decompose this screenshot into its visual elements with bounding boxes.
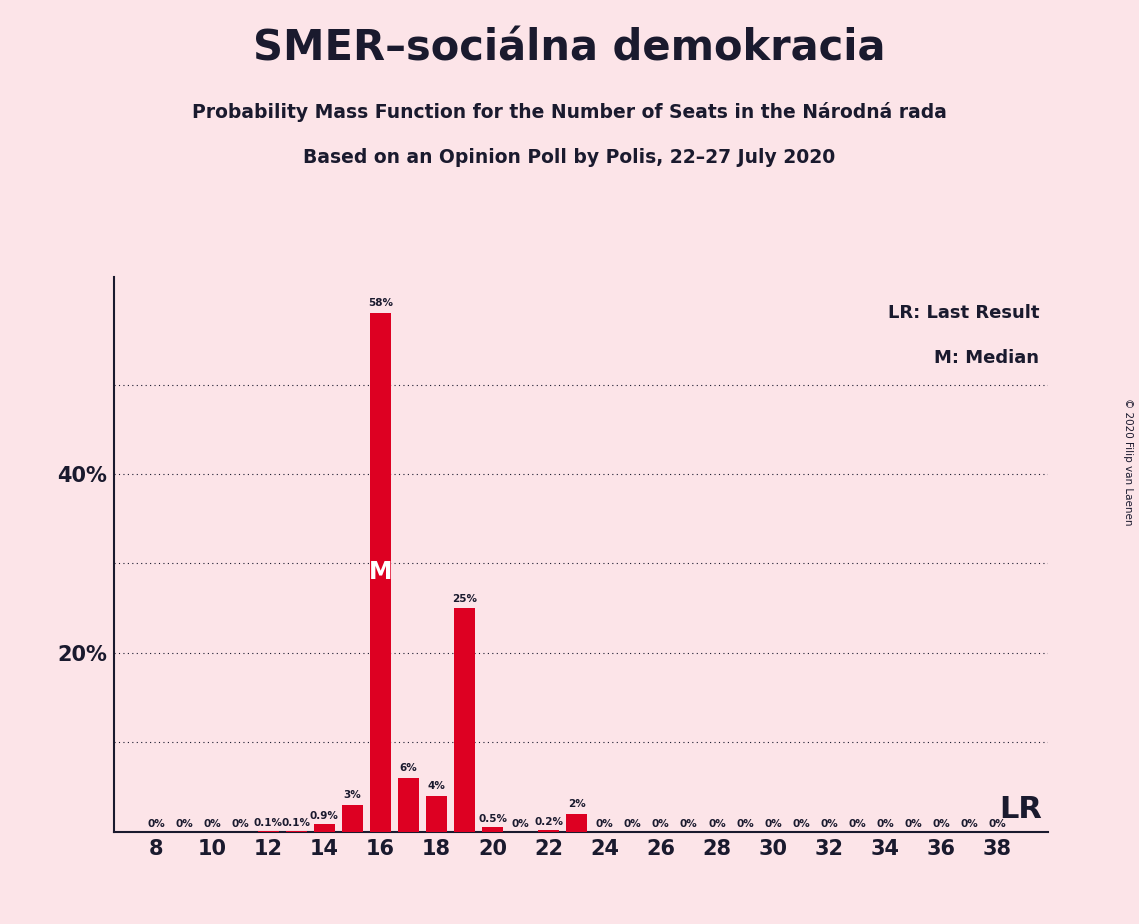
Text: 0.1%: 0.1% bbox=[281, 818, 311, 828]
Text: 0.1%: 0.1% bbox=[254, 818, 282, 828]
Text: 3%: 3% bbox=[344, 790, 361, 800]
Text: 0.2%: 0.2% bbox=[534, 817, 563, 827]
Text: 2%: 2% bbox=[568, 799, 585, 809]
Text: 0%: 0% bbox=[960, 819, 978, 829]
Text: Based on an Opinion Poll by Polis, 22–27 July 2020: Based on an Opinion Poll by Polis, 22–27… bbox=[303, 148, 836, 167]
Text: 0%: 0% bbox=[596, 819, 614, 829]
Bar bbox=[313, 823, 335, 832]
Bar bbox=[538, 830, 559, 832]
Text: 0%: 0% bbox=[904, 819, 923, 829]
Text: 0%: 0% bbox=[764, 819, 781, 829]
Text: 0%: 0% bbox=[175, 819, 192, 829]
Text: 0%: 0% bbox=[933, 819, 950, 829]
Text: Probability Mass Function for the Number of Seats in the Národná rada: Probability Mass Function for the Number… bbox=[192, 102, 947, 122]
Bar bbox=[342, 805, 363, 832]
Text: 4%: 4% bbox=[427, 782, 445, 791]
Text: 58%: 58% bbox=[368, 298, 393, 309]
Text: LR: Last Result: LR: Last Result bbox=[888, 304, 1040, 322]
Text: 0%: 0% bbox=[793, 819, 810, 829]
Bar bbox=[482, 827, 503, 832]
Text: 0%: 0% bbox=[820, 819, 838, 829]
Text: 0%: 0% bbox=[849, 819, 866, 829]
Text: 0%: 0% bbox=[203, 819, 221, 829]
Text: 0%: 0% bbox=[652, 819, 670, 829]
Text: LR: LR bbox=[999, 795, 1042, 823]
Bar bbox=[370, 313, 391, 832]
Text: 0.5%: 0.5% bbox=[478, 814, 507, 824]
Bar bbox=[398, 778, 419, 832]
Text: 0%: 0% bbox=[147, 819, 165, 829]
Text: © 2020 Filip van Laenen: © 2020 Filip van Laenen bbox=[1123, 398, 1133, 526]
Text: M: Median: M: Median bbox=[934, 348, 1040, 367]
Text: 6%: 6% bbox=[400, 763, 417, 773]
Text: 0%: 0% bbox=[511, 819, 530, 829]
Text: 0%: 0% bbox=[708, 819, 726, 829]
Bar bbox=[426, 796, 446, 832]
Text: 0%: 0% bbox=[231, 819, 249, 829]
Text: M: M bbox=[369, 560, 392, 584]
Bar bbox=[566, 814, 588, 832]
Text: 0.9%: 0.9% bbox=[310, 811, 338, 821]
Text: 25%: 25% bbox=[452, 593, 477, 603]
Text: 0%: 0% bbox=[680, 819, 698, 829]
Text: SMER–sociálna demokracia: SMER–sociálna demokracia bbox=[253, 28, 886, 69]
Bar bbox=[454, 608, 475, 832]
Text: 0%: 0% bbox=[624, 819, 641, 829]
Text: 0%: 0% bbox=[736, 819, 754, 829]
Text: 0%: 0% bbox=[989, 819, 1006, 829]
Text: 0%: 0% bbox=[876, 819, 894, 829]
